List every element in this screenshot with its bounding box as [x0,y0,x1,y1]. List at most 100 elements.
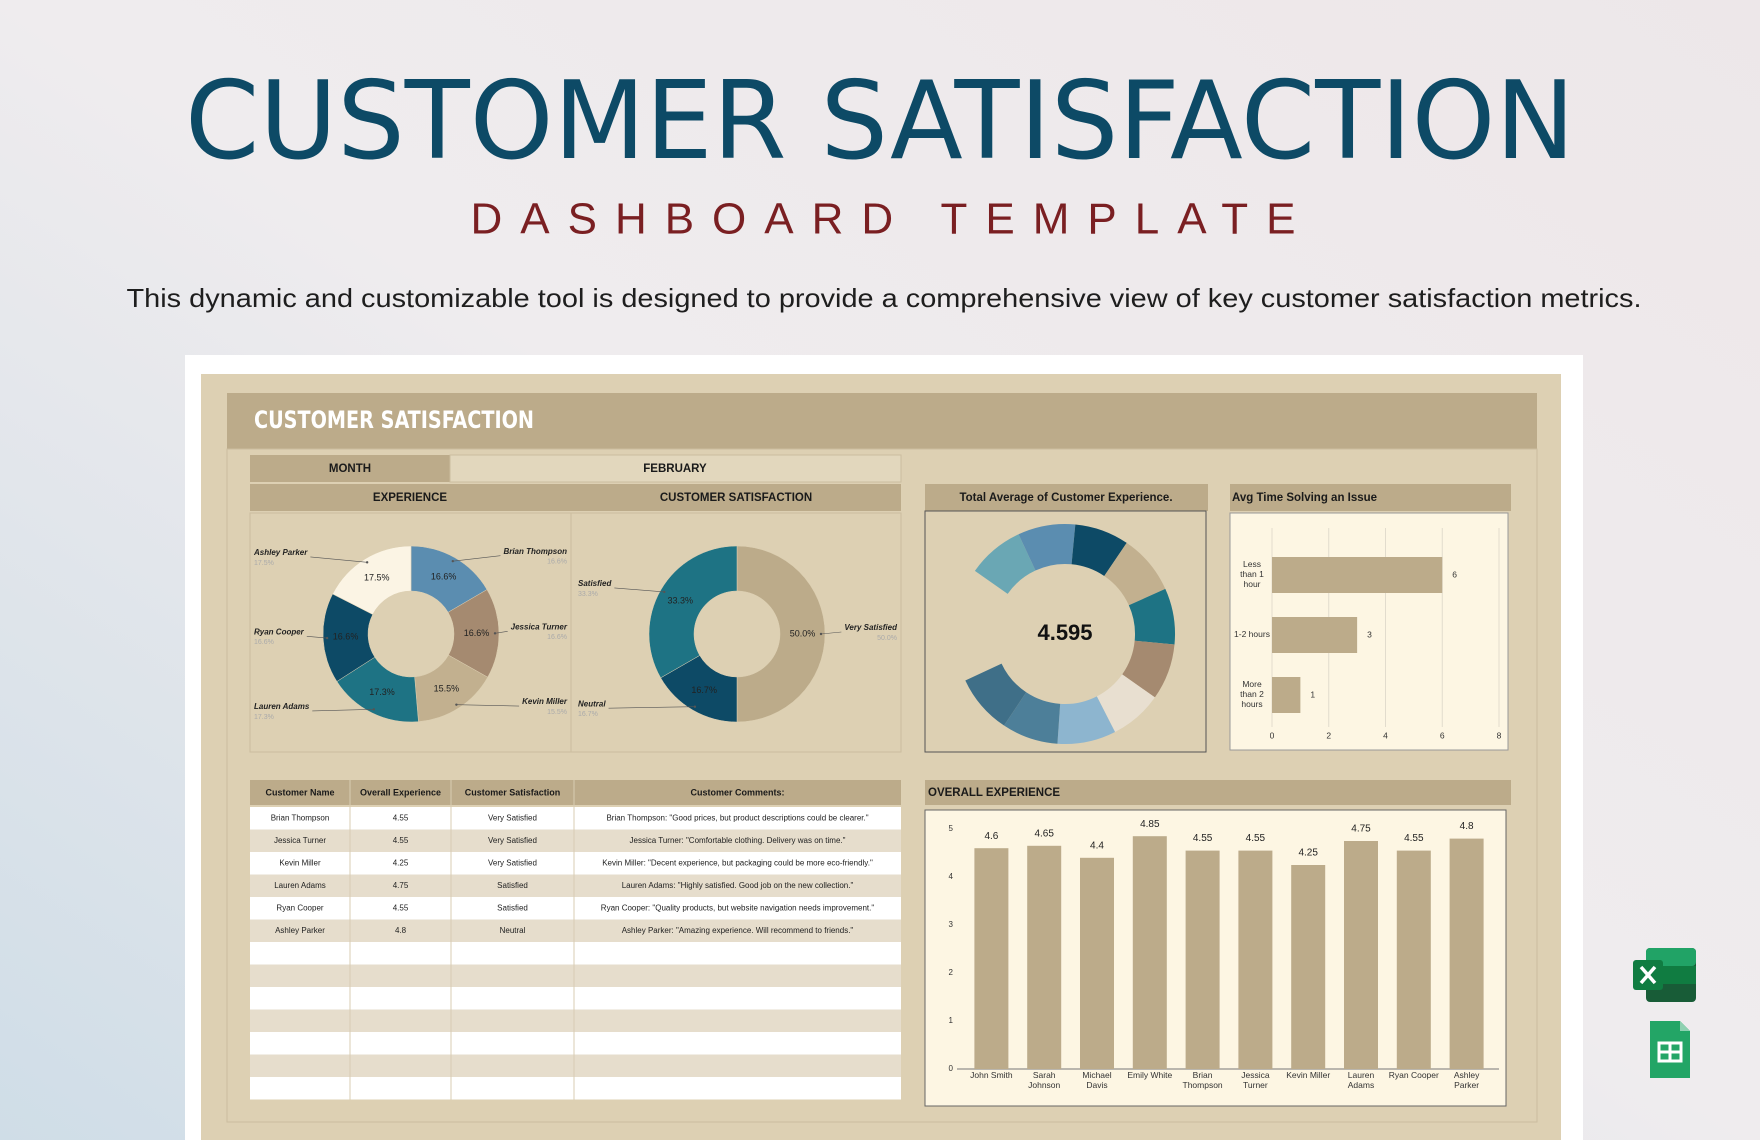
legend-value: 15.5% [547,709,567,716]
legend-value: 16.6% [547,559,567,566]
month-value: FEBRUARY [643,463,707,475]
legend-value: 17.5% [254,560,274,567]
table-row [250,1032,901,1055]
x-tick-label-box: Kevin Miller [1286,1071,1330,1080]
excel-icon[interactable] [1633,948,1696,1002]
table-cell: 4.75 [393,881,409,890]
leader-dot [325,636,329,640]
table-cell: Very Satisfied [488,858,537,867]
x-tick-label-box: Emily White [1127,1071,1172,1080]
table-cell: Very Satisfied [488,813,537,822]
y-tick-label-box: More than 2 hours [1240,679,1264,709]
column-header: Customer Comments: [690,787,784,797]
legend-value: 16.6% [254,639,274,646]
leader-dot [663,590,666,594]
month-label-cell [250,455,450,482]
bar-value-label: 4.55 [1193,833,1213,844]
legend-name: Jessica Turner [511,622,568,631]
table-row [250,987,901,1010]
bar [1272,617,1358,653]
table-row [250,874,901,897]
ring-segment [974,534,1036,594]
leader-dot [455,703,458,706]
slice-label: 16.6% [333,632,359,642]
slice [332,545,412,615]
leader-dot [372,708,376,711]
legend-name: Very Satisfied [844,623,898,632]
x-tick-label: Sarah Johnson [1028,1071,1061,1090]
table-row [250,1077,901,1100]
y-tick-label-box: Less than 1 hour [1240,559,1264,589]
slice-label: 16.6% [431,572,457,582]
x-tick-label: Michael Davis [1082,1071,1112,1090]
table-cell: Ryan Cooper: "Quality products, but webs… [601,903,875,912]
month-cell[interactable] [449,454,902,483]
chart-title: Total Average of Customer Experience. [959,492,1172,504]
x-tick-label-box: Jessica Turner [1241,1071,1269,1090]
table-cell: Satisfied [497,903,528,912]
table-cell: Lauren Adams [274,881,326,890]
table-row [250,1009,901,1032]
table-cell: Brian Thompson: "Good prices, but produc… [606,813,868,822]
month-label: MONTH [329,463,371,475]
bar [1080,857,1114,1069]
bar-value-label: 4.55 [1404,833,1424,844]
slice-label: 17.3% [369,687,395,697]
bar-value-label: 4.75 [1351,824,1371,835]
legend-name: Ashley Parker [253,548,308,557]
leader-line [494,631,508,634]
bar [1272,677,1301,713]
table-row [250,829,901,852]
chart-header [571,484,901,511]
leader-line [310,556,368,563]
table-cell: 4.55 [393,836,409,845]
bar-value-label: 4.6 [984,831,998,842]
sheets-icon[interactable] [1650,1021,1690,1078]
leader-dot [493,632,497,635]
bar [1449,838,1484,1069]
legend-value: 17.3% [254,714,274,721]
ring-segment [1122,640,1175,698]
table-cell: Ryan Cooper [276,903,323,912]
ring-value: 4.595 [1037,620,1092,645]
table-cell: 4.55 [393,903,409,912]
chart-header [250,484,571,511]
x-tick-label: 0 [1270,730,1275,740]
table-cell: 4.25 [393,858,409,867]
icon-glyph [1639,965,1657,985]
bar-value-label: 4.65 [1034,828,1054,839]
legend-value: 16.7% [578,711,598,718]
legend-name: Satisfied [578,579,612,588]
leader-line [614,587,665,593]
bar-value-label: 3 [1367,629,1372,639]
ring-segment [1057,696,1116,744]
ring-segment [1018,524,1076,571]
bar [1132,836,1167,1069]
table-cell: Very Satisfied [488,836,537,845]
x-tick-label-box: Ryan Cooper [1389,1071,1439,1080]
bar [1291,865,1326,1069]
dashboard-title: CUSTOMER SATISFACTION [254,406,534,434]
leader-dot [451,559,455,563]
bar-value-label: 4.85 [1140,819,1160,830]
table-row [250,1054,901,1077]
y-tick-label: More than 2 hours [1240,679,1264,709]
chart-header [1230,484,1511,511]
slice [648,545,738,679]
table-row [250,919,901,942]
bar-value-label: 4.8 [1460,821,1474,832]
y-tick-label: 5 [949,824,954,833]
x-tick-label: Ashley Parker [1453,1071,1480,1090]
y-tick-label: 1-2 hours [1234,629,1270,640]
y-tick-label: 1 [949,1016,954,1025]
chart-header [925,484,1208,511]
ring-segment [965,663,1027,726]
slice-label: 50.0% [790,628,816,638]
bar-value-label: 1 [1310,689,1315,699]
y-tick-label: Less than 1 hour [1240,559,1264,589]
page-title: CUSTOMER SATISFACTION [185,59,1575,184]
x-tick-label-box: Ashley Parker [1453,1071,1480,1090]
x-tick-label: Lauren Adams [1347,1071,1375,1090]
x-tick-label: 6 [1440,730,1445,740]
